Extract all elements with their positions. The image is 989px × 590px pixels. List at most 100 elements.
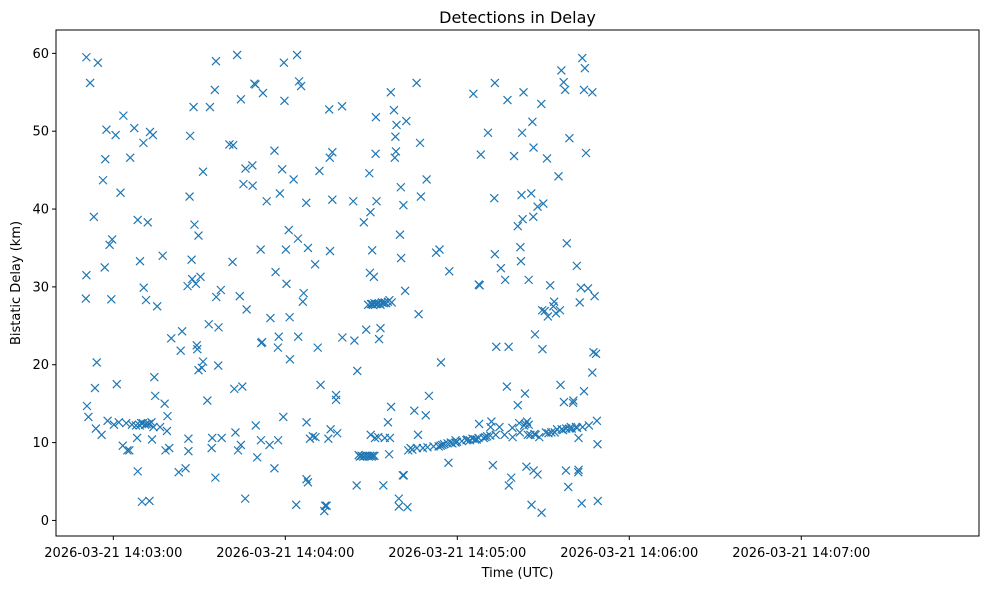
x-marker [486, 417, 496, 426]
data-point [412, 78, 422, 88]
data-point [118, 111, 128, 121]
x-marker [337, 101, 347, 111]
x-marker [554, 171, 563, 181]
x-marker [577, 53, 587, 63]
x-marker [301, 198, 311, 208]
data-point [540, 306, 550, 316]
x-marker [556, 380, 565, 390]
data-point [376, 323, 385, 333]
data-point [394, 501, 404, 511]
x-marker [415, 138, 425, 148]
x-marker [211, 292, 221, 302]
data-point [396, 253, 406, 263]
x-marker [187, 274, 197, 284]
x-marker [89, 212, 99, 222]
y-tick-label: 0 [41, 514, 49, 529]
x-marker [475, 280, 485, 290]
data-point [122, 445, 132, 455]
x-marker [421, 410, 431, 420]
data-point [386, 402, 396, 412]
data-point [164, 443, 174, 453]
data-point [518, 214, 528, 224]
data-point [133, 466, 143, 476]
y-axis: 0 10 20 30 40 50 60 [32, 47, 56, 529]
x-marker [184, 434, 193, 444]
data-point [124, 445, 134, 455]
data-point [394, 494, 404, 504]
data-point [105, 240, 115, 250]
data-point [500, 430, 510, 440]
data-point [583, 284, 593, 293]
x-marker [519, 87, 528, 97]
data-point [251, 421, 261, 430]
data-point [239, 179, 248, 189]
x-marker [192, 340, 202, 350]
data-point [160, 399, 170, 409]
data-point [486, 417, 496, 426]
data-point [299, 288, 309, 298]
x-marker [319, 506, 329, 516]
data-point [568, 396, 578, 405]
x-marker [139, 283, 149, 293]
x-marker [537, 508, 547, 518]
x-marker [559, 397, 569, 407]
x-marker [160, 399, 170, 409]
data-point [584, 421, 594, 430]
x-marker [572, 261, 582, 271]
data-point [232, 50, 242, 60]
data-point [577, 498, 587, 508]
x-marker [349, 336, 359, 346]
data-point [443, 458, 453, 468]
x-marker [507, 423, 517, 433]
data-point [155, 422, 165, 432]
data-point [421, 410, 431, 420]
y-axis-label: Bistatic Delay (km) [9, 221, 24, 345]
data-point [144, 419, 154, 429]
x-marker [518, 214, 528, 224]
data-point [285, 354, 295, 364]
x-marker [131, 421, 141, 430]
x-marker [444, 266, 454, 276]
x-marker [242, 305, 252, 314]
x-marker [177, 326, 187, 336]
data-point [504, 480, 514, 490]
x-marker [85, 78, 95, 88]
data-point [374, 334, 384, 344]
data-point [291, 500, 301, 510]
x-marker [513, 221, 523, 231]
data-point [256, 435, 266, 445]
x-marker [556, 66, 566, 75]
x-tick-label: 2026-03-21 14:03:00 [44, 546, 182, 561]
x-marker [386, 87, 396, 97]
x-marker [97, 430, 107, 440]
x-marker [422, 175, 432, 184]
x-marker [133, 466, 143, 476]
data-point [142, 419, 152, 429]
data-point [81, 270, 91, 280]
x-marker [109, 420, 119, 430]
x-marker [591, 349, 601, 359]
x-marker [152, 301, 162, 311]
x-marker [563, 482, 573, 492]
data-point [332, 428, 342, 438]
data-point [561, 466, 571, 476]
data-point [527, 500, 536, 510]
data-point [489, 193, 499, 203]
x-marker [533, 202, 542, 212]
x-marker [515, 242, 525, 252]
x-marker [142, 419, 152, 429]
x-marker [577, 498, 587, 508]
data-point [398, 200, 408, 210]
x-marker [396, 182, 406, 192]
data-point [93, 58, 103, 68]
data-point [100, 263, 110, 272]
data-point [150, 391, 160, 401]
data-point [555, 305, 565, 315]
data-point [269, 146, 279, 156]
data-point [132, 433, 142, 443]
x-marker [102, 125, 111, 135]
data-point [560, 85, 570, 95]
x-marker [280, 96, 289, 106]
data-point [370, 433, 380, 443]
data-point [109, 420, 119, 430]
